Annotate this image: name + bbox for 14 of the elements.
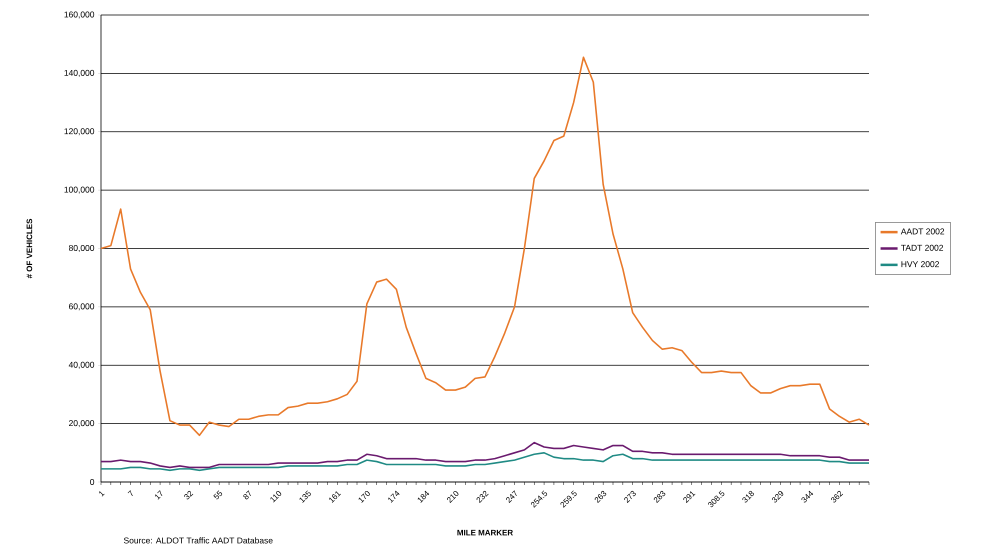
legend-label: AADT 2002 <box>900 228 944 234</box>
y-tick-label: 40,000 <box>68 362 94 369</box>
line-series <box>100 56 870 436</box>
source-note: Source: ALDOT Traffic AADT Database <box>124 537 273 544</box>
legend-label: TADT 2002 <box>901 244 944 251</box>
y-tick-label: 160,000 <box>64 12 94 18</box>
y-tick-label: 0 <box>90 479 94 485</box>
y-tick-label: 100,000 <box>64 186 94 194</box>
y-tick-label: 20,000 <box>69 420 94 428</box>
legend-label: HVY 2002 <box>902 261 939 268</box>
y-tick-label: 120,000 <box>64 128 94 136</box>
y-tick-label: 60,000 <box>69 303 94 310</box>
y-tick-label: 140,000 <box>64 70 94 77</box>
y-tick-label: 80,000 <box>68 245 94 252</box>
